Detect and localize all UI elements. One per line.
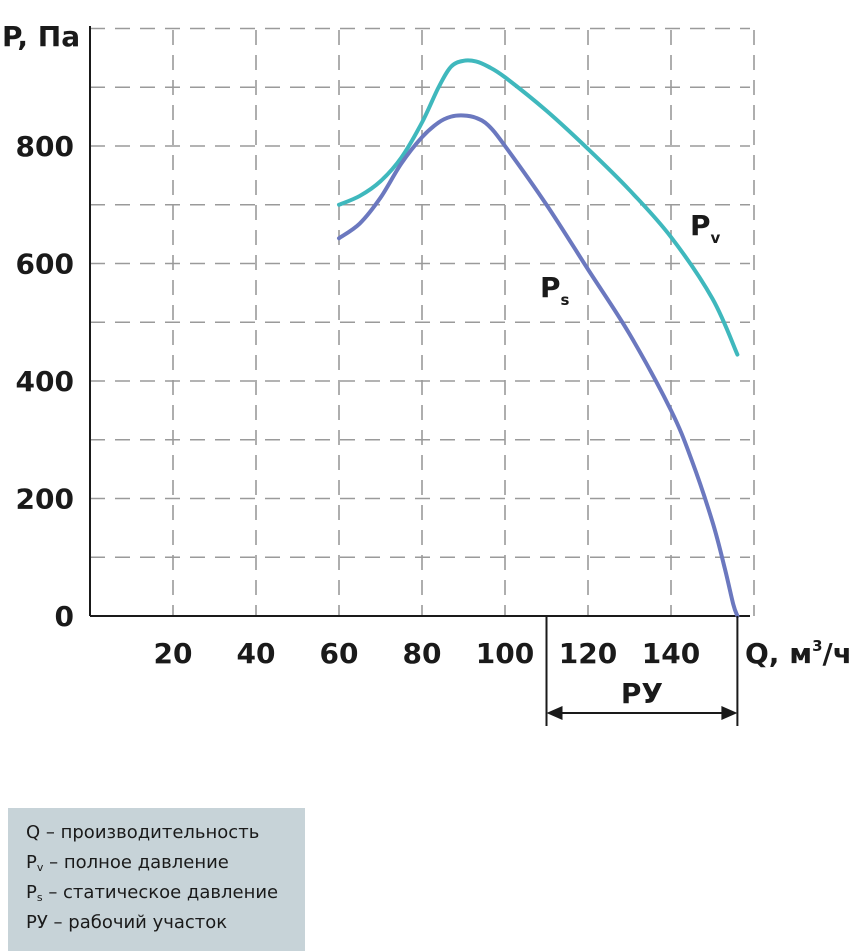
- series-line-pv: [337, 58, 740, 357]
- series-labels: Pv Ps: [540, 209, 721, 309]
- legend-ru-text: РУ – рабочий участок: [26, 912, 228, 933]
- x-tick-label: 40: [237, 637, 276, 670]
- x-axis-title: Q, м3/ч: [745, 637, 852, 670]
- legend-box: Q – производительность Pv – полное давле…: [8, 808, 305, 951]
- legend-row-q: Q – производительность: [26, 818, 305, 848]
- y-axis-title: P, Па: [2, 20, 80, 53]
- y-tick-label: 600: [16, 248, 74, 281]
- series-label-ps: Ps: [540, 271, 570, 309]
- y-tick-label: 400: [16, 365, 74, 398]
- y-tick-label: 200: [16, 483, 74, 516]
- legend-pv-text: – полное давление: [43, 852, 229, 873]
- legend-row-ru: РУ – рабочий участок: [26, 908, 305, 938]
- working-range: РУ: [545, 616, 739, 726]
- series-lines: [337, 58, 740, 618]
- working-range-label: РУ: [621, 677, 663, 710]
- working-range-arrow-left: [546, 706, 563, 720]
- x-tick-label: 140: [642, 637, 700, 670]
- legend-q-text: Q – производительность: [26, 822, 260, 843]
- axes: [89, 26, 750, 617]
- legend-ps-symbol: P: [26, 882, 37, 903]
- working-range-arrow-right: [721, 706, 738, 720]
- legend-ps-text: – статическое давление: [42, 882, 279, 903]
- tick-labels: 0 200 400 600 800 20 40 60 80 100 120 140: [16, 130, 701, 670]
- x-tick-label: 100: [476, 637, 534, 670]
- y-tick-label: 800: [16, 130, 74, 163]
- legend-pv-symbol: P: [26, 852, 37, 873]
- legend-pv-subscript: v: [36, 861, 44, 874]
- series-label-pv: Pv: [690, 209, 721, 247]
- legend-ps-subscript: s: [36, 891, 43, 904]
- x-tick-label: 80: [403, 637, 442, 670]
- legend-row-pv: Pv – полное давление: [26, 848, 305, 878]
- x-tick-label: 60: [320, 637, 359, 670]
- chart: 0 200 400 600 800 20 40 60 80 100 120 140 Pv Ps РУ P…: [2, 20, 852, 726]
- x-tick-label: 120: [559, 637, 617, 670]
- x-tick-label: 20: [154, 637, 193, 670]
- y-tick-label: 0: [55, 600, 74, 633]
- legend-row-ps: Ps – статическое давление: [26, 878, 305, 908]
- series-line-ps: [337, 113, 740, 618]
- grid: [90, 27, 755, 616]
